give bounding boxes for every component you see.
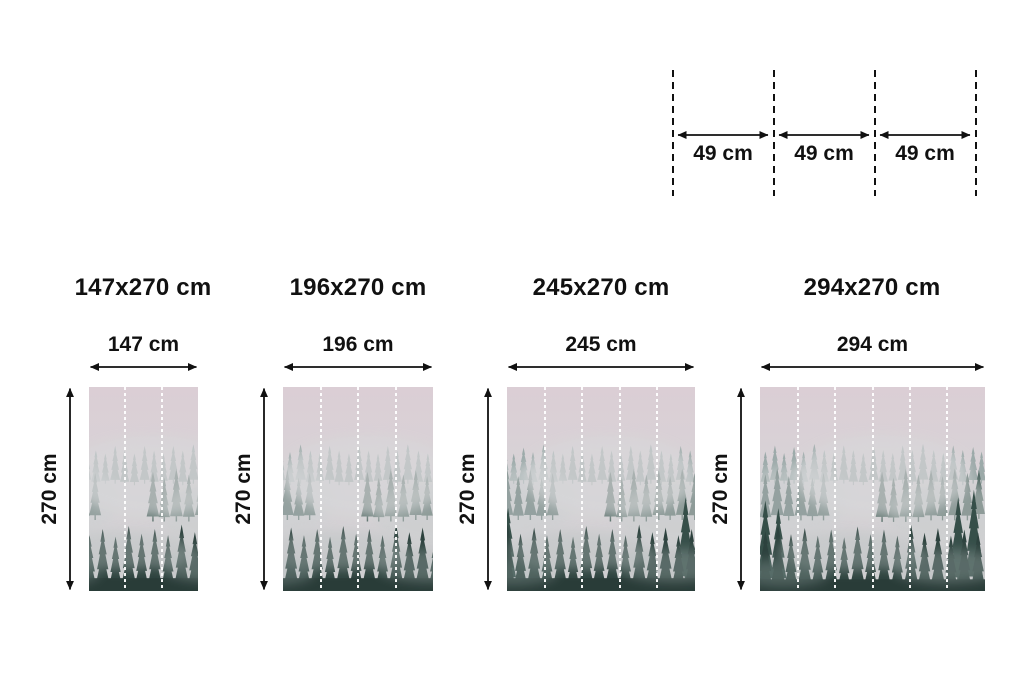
width-arrow xyxy=(284,363,432,371)
height-label: 270 cm xyxy=(38,453,61,525)
panel-divider-line xyxy=(773,70,775,196)
width-label: 294 cm xyxy=(836,333,909,356)
panel-divider-overlay xyxy=(871,387,874,591)
height-label: 270 cm xyxy=(456,453,479,525)
panel-divider-overlay xyxy=(394,387,397,591)
panel-divider-overlay xyxy=(909,387,911,591)
panel-divider-overlay xyxy=(656,387,659,591)
panel-divider-overlay xyxy=(946,387,949,591)
panel-divider-overlay xyxy=(796,387,799,591)
forest-photo xyxy=(89,387,198,591)
panel-divider-overlay xyxy=(581,387,584,591)
size-title: 245x270 cm xyxy=(532,274,670,301)
panel-width-arrow xyxy=(879,131,971,139)
panel-divider-overlay xyxy=(833,387,836,591)
panel-divider-overlay xyxy=(319,387,322,591)
panel-divider-overlay xyxy=(357,387,359,591)
panel-width-label: 49 cm xyxy=(794,142,854,165)
height-arrow xyxy=(484,388,492,590)
panel-width-arrow xyxy=(677,131,769,139)
width-arrow xyxy=(761,363,984,371)
width-label: 147 cm xyxy=(107,333,180,356)
height-label: 270 cm xyxy=(232,453,255,525)
panel-divider-line xyxy=(874,70,876,196)
panel-width-arrow xyxy=(778,131,870,139)
width-arrow xyxy=(508,363,694,371)
size-title: 294x270 cm xyxy=(803,274,941,301)
panel-divider-line xyxy=(975,70,977,196)
panel-width-label: 49 cm xyxy=(895,142,955,165)
forest-photo xyxy=(507,387,695,591)
panel-divider-line xyxy=(672,70,674,196)
height-arrow xyxy=(260,388,268,590)
photo xyxy=(507,387,695,591)
photo xyxy=(760,387,985,591)
photo xyxy=(89,387,198,591)
panel-divider-overlay xyxy=(124,387,127,591)
height-arrow xyxy=(737,388,745,590)
width-label: 245 cm xyxy=(565,333,637,356)
height-label: 270 cm xyxy=(709,453,732,525)
panel-divider-overlay xyxy=(543,387,546,591)
panel-divider-overlay xyxy=(618,387,621,591)
panel-width-label: 49 cm xyxy=(693,142,753,165)
photo xyxy=(283,387,433,591)
size-title: 196x270 cm xyxy=(289,274,427,301)
width-arrow xyxy=(90,363,197,371)
size-title: 147x270 cm xyxy=(74,274,212,301)
panel-divider-overlay xyxy=(160,387,163,591)
height-arrow xyxy=(66,388,74,590)
width-label: 196 cm xyxy=(322,333,394,356)
